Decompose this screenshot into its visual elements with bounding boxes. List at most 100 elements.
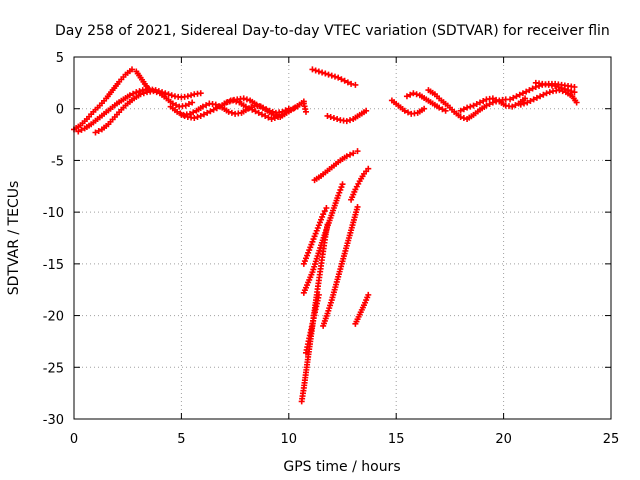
data-point bbox=[252, 108, 259, 115]
data-point bbox=[561, 86, 568, 93]
data-point bbox=[321, 208, 328, 215]
data-point bbox=[546, 89, 553, 96]
data-point bbox=[228, 109, 235, 116]
data-point bbox=[540, 91, 547, 98]
data-point bbox=[269, 108, 276, 115]
data-point bbox=[571, 89, 578, 96]
data-point bbox=[573, 99, 580, 106]
data-point bbox=[322, 70, 329, 77]
data-point bbox=[365, 291, 372, 298]
data-point bbox=[282, 107, 289, 114]
data-point bbox=[335, 74, 342, 81]
data-point bbox=[509, 103, 516, 110]
data-point bbox=[336, 189, 343, 196]
data-point bbox=[457, 113, 464, 120]
data-points bbox=[71, 66, 580, 405]
data-point bbox=[530, 96, 537, 103]
data-point bbox=[309, 66, 316, 73]
data-point bbox=[523, 88, 530, 95]
data-point bbox=[512, 102, 519, 109]
data-point bbox=[354, 203, 361, 210]
data-point bbox=[347, 117, 354, 124]
data-point bbox=[199, 103, 206, 110]
data-point bbox=[200, 111, 207, 118]
data-point bbox=[350, 150, 357, 157]
data-point bbox=[165, 91, 172, 98]
data-point bbox=[320, 211, 327, 218]
data-point bbox=[343, 153, 350, 160]
data-point bbox=[136, 88, 143, 95]
data-point bbox=[213, 105, 220, 112]
data-point bbox=[365, 165, 372, 172]
data-point bbox=[224, 98, 231, 105]
data-point bbox=[552, 82, 559, 89]
x-tick-label: 15 bbox=[388, 432, 405, 447]
data-point bbox=[327, 113, 334, 120]
data-point bbox=[507, 96, 514, 103]
data-point bbox=[527, 97, 534, 104]
data-point bbox=[338, 184, 345, 191]
data-point bbox=[335, 192, 342, 199]
data-point bbox=[439, 106, 446, 113]
data-point bbox=[178, 111, 185, 118]
axis-ticks: 0 5 10 15 20 25 -30 -25 -20 -15 -10 -5 0 5 bbox=[43, 51, 620, 447]
data-point bbox=[460, 115, 467, 122]
data-point bbox=[319, 69, 326, 76]
data-point bbox=[571, 83, 578, 90]
data-point bbox=[529, 85, 536, 92]
y-tick-label: -15 bbox=[43, 258, 64, 273]
data-point bbox=[517, 101, 524, 108]
data-point bbox=[403, 93, 410, 100]
data-point bbox=[210, 106, 217, 113]
data-point bbox=[324, 112, 331, 119]
data-point bbox=[328, 72, 335, 79]
data-point bbox=[153, 89, 160, 96]
data-point bbox=[533, 94, 540, 101]
y-tick-label: -10 bbox=[43, 206, 64, 221]
data-point bbox=[260, 104, 267, 111]
data-point bbox=[162, 90, 169, 97]
data-point bbox=[150, 88, 157, 95]
data-point bbox=[173, 102, 180, 109]
data-point bbox=[184, 93, 191, 100]
data-point bbox=[249, 106, 256, 113]
data-point bbox=[464, 104, 471, 111]
data-point bbox=[275, 113, 282, 120]
y-tick-label: 0 bbox=[56, 103, 64, 118]
data-point bbox=[354, 148, 361, 155]
x-tick-label: 10 bbox=[281, 432, 298, 447]
data-point bbox=[128, 66, 135, 73]
data-point bbox=[436, 104, 443, 111]
data-point bbox=[521, 100, 528, 107]
data-point bbox=[258, 111, 265, 118]
data-point bbox=[338, 76, 345, 83]
data-point bbox=[207, 108, 214, 115]
data-point bbox=[352, 81, 359, 88]
chart-title: Day 258 of 2021, Sidereal Day-to-day VTE… bbox=[55, 23, 610, 39]
data-point bbox=[343, 118, 350, 125]
data-point bbox=[334, 116, 341, 123]
data-point bbox=[256, 103, 263, 110]
data-point bbox=[339, 181, 346, 188]
data-point bbox=[467, 103, 474, 110]
data-point bbox=[401, 107, 408, 114]
data-point bbox=[302, 108, 309, 115]
data-point bbox=[489, 95, 496, 102]
data-point bbox=[92, 129, 99, 136]
data-point bbox=[568, 88, 575, 95]
data-point bbox=[460, 106, 467, 113]
data-point bbox=[421, 105, 428, 112]
data-point bbox=[95, 127, 102, 134]
y-tick-label: -5 bbox=[51, 154, 64, 169]
data-point bbox=[442, 107, 449, 114]
y-tick-label: -20 bbox=[43, 310, 64, 325]
data-point bbox=[486, 101, 493, 108]
data-point bbox=[279, 108, 286, 115]
data-point bbox=[410, 90, 417, 97]
data-point bbox=[75, 128, 82, 135]
x-tick-label: 0 bbox=[70, 432, 78, 447]
x-tick-label: 25 bbox=[603, 432, 620, 447]
y-tick-label: 5 bbox=[56, 51, 64, 66]
data-point bbox=[204, 109, 211, 116]
